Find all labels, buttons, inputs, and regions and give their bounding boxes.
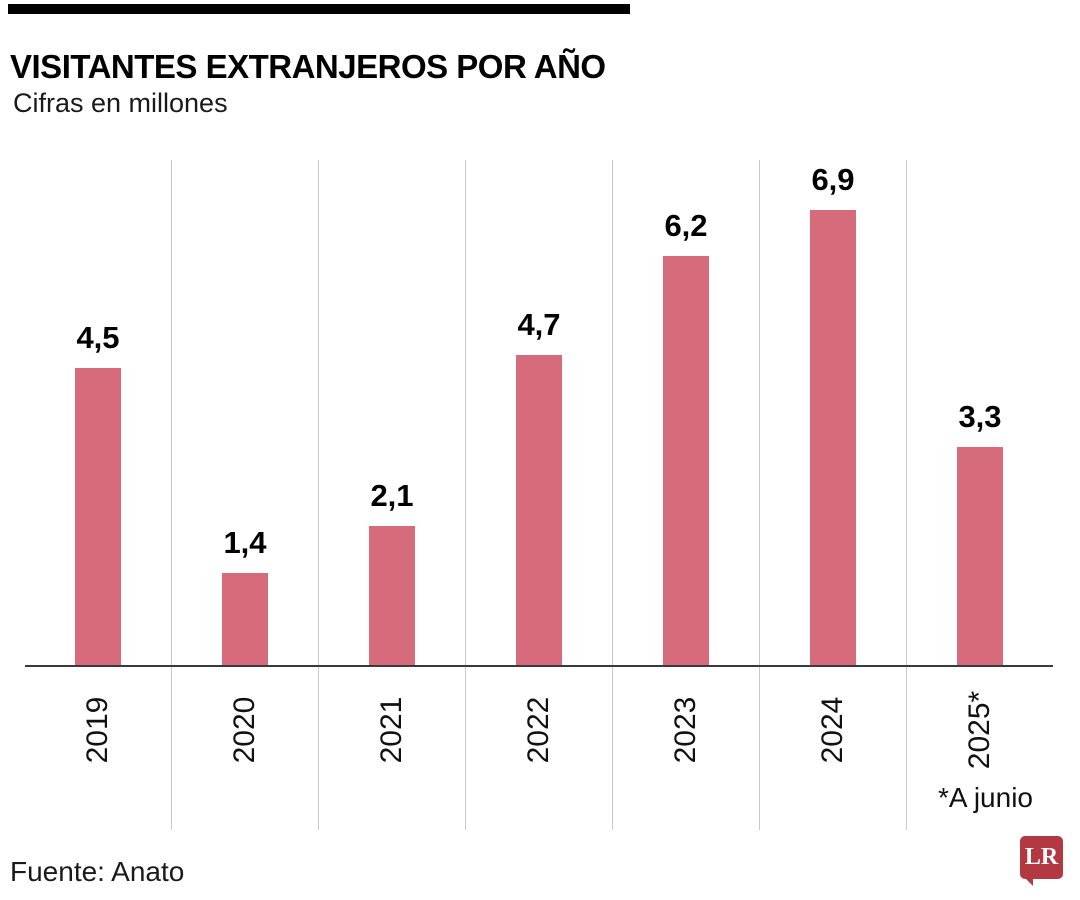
- lr-logo-text: LR: [1024, 844, 1059, 870]
- bar: [957, 447, 1003, 665]
- chart-column: 4,7 2022: [465, 160, 612, 830]
- chart-column: 6,9 2024: [759, 160, 906, 830]
- bar-value-label: 4,5: [76, 320, 120, 355]
- bar: [663, 256, 709, 665]
- x-axis-label: 2025*: [963, 690, 996, 770]
- bar: [810, 210, 856, 665]
- bar: [222, 573, 268, 665]
- bar-value-label: 6,2: [664, 208, 708, 243]
- x-axis-label: 2023: [669, 696, 702, 764]
- chart-columns: 4,5 2019 1,4 2020 2,1 2021 4,7 2022 6,2 2023 6,9 20…: [25, 160, 1053, 830]
- bar-value-label: 3,3: [958, 399, 1002, 434]
- bar: [369, 526, 415, 665]
- x-axis-label: 2021: [375, 696, 408, 764]
- top-rule: [8, 4, 630, 14]
- chart-column: 3,3 2025*: [906, 160, 1053, 830]
- x-axis-label: 2019: [81, 696, 114, 764]
- chart-column: 6,2 2023: [612, 160, 759, 830]
- x-axis-label: 2020: [228, 696, 261, 764]
- chart-column: 2,1 2021: [318, 160, 465, 830]
- bar-value-label: 1,4: [223, 525, 267, 560]
- lr-logo: LR: [1020, 836, 1063, 886]
- bar: [75, 368, 121, 665]
- x-axis-label: 2024: [816, 696, 849, 764]
- chart-column: 4,5 2019: [25, 160, 171, 830]
- chart-subtitle: Cifras en millones: [13, 88, 228, 118]
- bar-value-label: 4,7: [517, 307, 561, 342]
- source-credit: Fuente: Anato: [10, 856, 185, 887]
- chart-title: VISITANTES EXTRANJEROS POR AÑO: [10, 48, 606, 86]
- bar-value-label: 2,1: [370, 478, 414, 513]
- x-axis-line: [25, 665, 1053, 667]
- chart-column: 1,4 2020: [171, 160, 318, 830]
- bar-chart: 4,5 2019 1,4 2020 2,1 2021 4,7 2022 6,2 2023 6,9 20…: [25, 160, 1053, 830]
- footnote: *A junio: [938, 782, 1033, 813]
- bar-value-label: 6,9: [811, 162, 855, 197]
- bar: [516, 355, 562, 665]
- x-axis-label: 2022: [522, 696, 555, 764]
